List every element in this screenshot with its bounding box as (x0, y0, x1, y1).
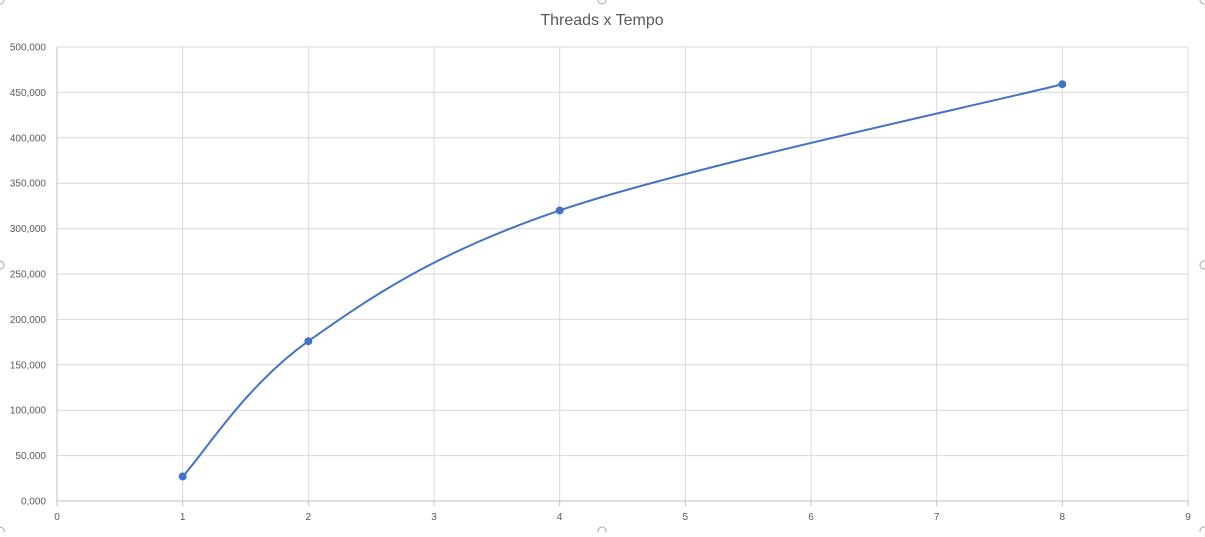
x-tick-label: 0 (54, 512, 60, 523)
y-tick-label: 200,000 (10, 315, 47, 326)
x-tick-labels: 0 1 2 3 4 5 6 7 8 9 (54, 512, 1191, 523)
y-tick-label: 450,000 (10, 88, 47, 99)
grid-lines (57, 46, 1189, 501)
resize-handle[interactable] (0, 0, 5, 5)
resize-handle[interactable] (1199, 526, 1205, 536)
data-point[interactable] (555, 206, 564, 215)
data-point[interactable] (178, 472, 187, 481)
y-tick-labels: 0,000 50,000 100,000 150,000 200,000 250,000 3… (10, 43, 47, 508)
x-tick-label: 9 (1185, 512, 1191, 523)
series-line[interactable] (181, 83, 1063, 478)
data-point[interactable] (304, 337, 313, 346)
chart-title: Threads x Tempo (540, 12, 663, 29)
y-tick-label: 500,000 (10, 43, 47, 54)
y-tick-label: 400,000 (10, 133, 47, 144)
x-tick-label: 8 (1060, 512, 1066, 523)
resize-handle[interactable] (597, 526, 607, 536)
y-tick-label: 300,000 (10, 224, 47, 235)
y-tick-label: 100,000 (10, 406, 47, 417)
axes (56, 47, 1189, 506)
y-tick-label: 50,000 (15, 451, 46, 462)
y-tick-label: 350,000 (10, 179, 47, 190)
y-tick-label: 250,000 (10, 270, 47, 281)
x-tick-label: 1 (180, 512, 186, 523)
resize-handle[interactable] (1199, 0, 1205, 5)
y-tick-label: 150,000 (10, 360, 47, 371)
resize-handle[interactable] (0, 260, 5, 270)
x-tick-label: 4 (557, 512, 563, 523)
x-tick-label: 2 (306, 512, 312, 523)
x-tick-label: 5 (683, 512, 689, 523)
x-tick-label: 3 (431, 512, 437, 523)
x-tick-label: 7 (934, 512, 940, 523)
series (178, 80, 1067, 481)
resize-handle[interactable] (597, 0, 607, 5)
y-tick-label: 0,000 (21, 497, 46, 508)
resize-handle[interactable] (1199, 260, 1205, 270)
x-tick-label: 6 (808, 512, 814, 523)
data-point[interactable] (1058, 80, 1067, 89)
resize-handle[interactable] (0, 526, 5, 536)
